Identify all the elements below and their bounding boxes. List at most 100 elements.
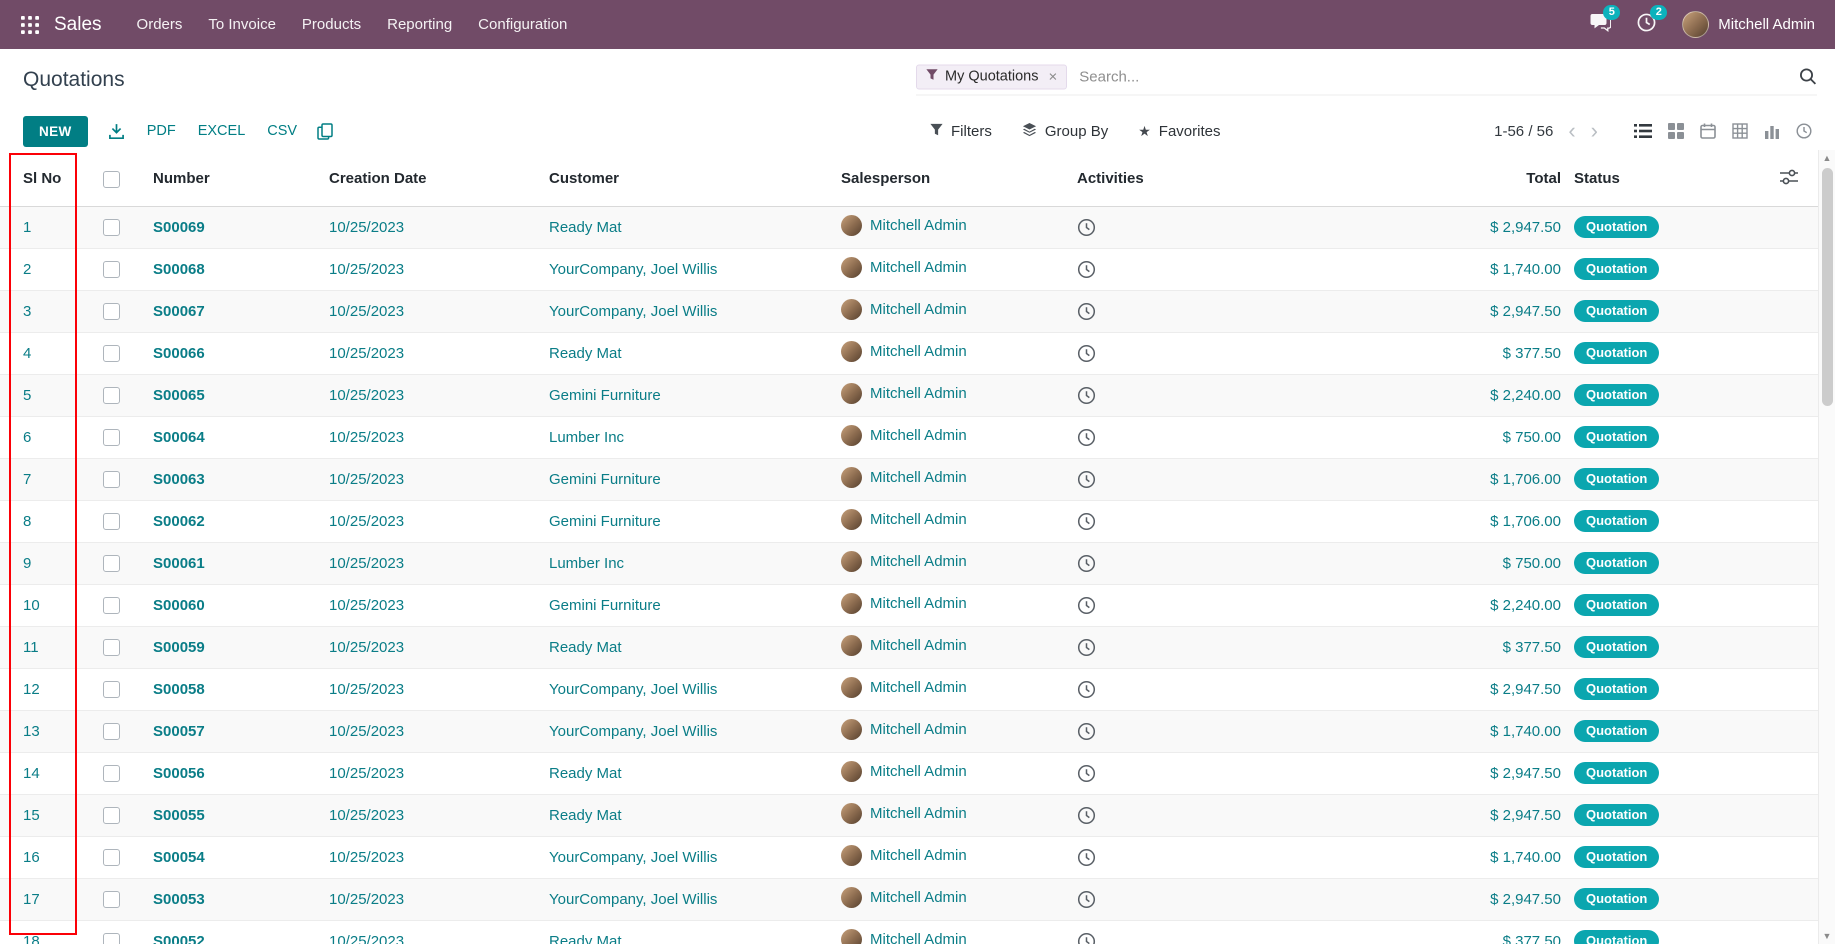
- row-number[interactable]: S00053: [140, 877, 326, 920]
- row-checkbox[interactable]: [103, 302, 120, 320]
- row-creation-date[interactable]: 10/25/2023: [326, 709, 546, 752]
- search-input[interactable]: [1079, 68, 1787, 85]
- table-row[interactable]: 18 S00052 10/25/2023 Ready Mat Mitchell …: [0, 919, 1818, 944]
- filter-chip[interactable]: My Quotations ×: [916, 64, 1068, 89]
- row-checkbox[interactable]: [103, 933, 120, 944]
- activity-clock-icon[interactable]: [1077, 932, 1187, 944]
- salesperson-name[interactable]: Mitchell Admin: [870, 552, 967, 570]
- row-checkbox[interactable]: [103, 470, 120, 488]
- activity-clock-icon[interactable]: [1077, 596, 1187, 615]
- row-creation-date[interactable]: 10/25/2023: [326, 541, 546, 584]
- table-row[interactable]: 10 S00060 10/25/2023 Gemini Furniture Mi…: [0, 583, 1818, 626]
- activity-clock-icon[interactable]: [1077, 848, 1187, 867]
- row-customer[interactable]: Gemini Furniture: [546, 373, 838, 416]
- header-number[interactable]: Number: [140, 152, 326, 207]
- apps-grid-icon[interactable]: [14, 9, 46, 41]
- row-checkbox[interactable]: [103, 344, 120, 362]
- table-row[interactable]: 11 S00059 10/25/2023 Ready Mat Mitchell …: [0, 625, 1818, 668]
- new-button[interactable]: NEW: [23, 115, 88, 147]
- scroll-down-arrow-icon[interactable]: ▼: [1822, 931, 1832, 941]
- salesperson-name[interactable]: Mitchell Admin: [870, 384, 967, 402]
- row-number[interactable]: S00055: [140, 793, 326, 836]
- activity-clock-icon[interactable]: [1077, 806, 1187, 825]
- row-creation-date[interactable]: 10/25/2023: [326, 751, 546, 794]
- salesperson-name[interactable]: Mitchell Admin: [870, 300, 967, 318]
- row-checkbox[interactable]: [103, 680, 120, 698]
- row-creation-date[interactable]: 10/25/2023: [326, 373, 546, 416]
- view-list-button[interactable]: [1634, 123, 1652, 139]
- select-all-checkbox[interactable]: [103, 170, 120, 188]
- scroll-up-arrow-icon[interactable]: ▲: [1822, 153, 1832, 163]
- row-number[interactable]: S00060: [140, 583, 326, 626]
- row-checkbox[interactable]: [103, 386, 120, 404]
- row-creation-date[interactable]: 10/25/2023: [326, 331, 546, 374]
- table-row[interactable]: 5 S00065 10/25/2023 Gemini Furniture Mit…: [0, 373, 1818, 416]
- table-row[interactable]: 1 S00069 10/25/2023 Ready Mat Mitchell A…: [0, 205, 1818, 248]
- row-customer[interactable]: Ready Mat: [546, 751, 838, 794]
- activity-clock-icon[interactable]: [1077, 554, 1187, 573]
- header-activities[interactable]: Activities: [1063, 152, 1190, 207]
- row-creation-date[interactable]: 10/25/2023: [326, 205, 546, 248]
- row-customer[interactable]: Gemini Furniture: [546, 457, 838, 500]
- activity-clock-icon[interactable]: [1077, 344, 1187, 363]
- activity-clock-icon[interactable]: [1077, 260, 1187, 279]
- row-creation-date[interactable]: 10/25/2023: [326, 667, 546, 710]
- download-icon[interactable]: [108, 123, 125, 140]
- row-creation-date[interactable]: 10/25/2023: [326, 499, 546, 542]
- salesperson-name[interactable]: Mitchell Admin: [870, 888, 967, 906]
- salesperson-name[interactable]: Mitchell Admin: [870, 720, 967, 738]
- nav-item-products[interactable]: Products: [301, 16, 362, 33]
- vertical-scrollbar[interactable]: ▲ ▼: [1818, 150, 1835, 944]
- header-total[interactable]: Total: [1190, 152, 1569, 207]
- view-kanban-button[interactable]: [1668, 123, 1684, 139]
- row-checkbox[interactable]: [103, 596, 120, 614]
- salesperson-name[interactable]: Mitchell Admin: [870, 636, 967, 654]
- row-creation-date[interactable]: 10/25/2023: [326, 247, 546, 290]
- table-row[interactable]: 12 S00058 10/25/2023 YourCompany, Joel W…: [0, 667, 1818, 710]
- row-number[interactable]: S00056: [140, 751, 326, 794]
- activity-clock-icon[interactable]: [1077, 470, 1187, 489]
- group-by-button[interactable]: Group By: [1022, 122, 1108, 141]
- table-row[interactable]: 15 S00055 10/25/2023 Ready Mat Mitchell …: [0, 793, 1818, 836]
- row-creation-date[interactable]: 10/25/2023: [326, 583, 546, 626]
- row-checkbox[interactable]: [103, 554, 120, 572]
- activity-clock-icon[interactable]: [1077, 512, 1187, 531]
- search-bar[interactable]: My Quotations ×: [916, 64, 1817, 95]
- activity-clock-icon[interactable]: [1077, 764, 1187, 783]
- row-creation-date[interactable]: 10/25/2023: [326, 289, 546, 332]
- view-graph-button[interactable]: [1764, 123, 1780, 139]
- activity-clock-icon[interactable]: [1077, 386, 1187, 405]
- row-number[interactable]: S00065: [140, 373, 326, 416]
- row-creation-date[interactable]: 10/25/2023: [326, 919, 546, 944]
- row-creation-date[interactable]: 10/25/2023: [326, 793, 546, 836]
- salesperson-name[interactable]: Mitchell Admin: [870, 258, 967, 276]
- nav-item-orders[interactable]: Orders: [136, 16, 183, 33]
- nav-item-reporting[interactable]: Reporting: [387, 16, 453, 33]
- table-row[interactable]: 8 S00062 10/25/2023 Gemini Furniture Mit…: [0, 499, 1818, 542]
- row-number[interactable]: S00069: [140, 205, 326, 248]
- row-checkbox[interactable]: [103, 764, 120, 782]
- filters-button[interactable]: Filters: [930, 123, 992, 140]
- header-salesperson[interactable]: Salesperson: [838, 152, 1063, 207]
- optional-columns-button[interactable]: [1760, 152, 1818, 207]
- pager-next-button[interactable]: ›: [1590, 118, 1598, 143]
- row-number[interactable]: S00054: [140, 835, 326, 878]
- row-customer[interactable]: Ready Mat: [546, 205, 838, 248]
- activity-clock-icon[interactable]: [1077, 218, 1187, 237]
- activities-button[interactable]: 2: [1637, 4, 1668, 37]
- row-number[interactable]: S00066: [140, 331, 326, 374]
- table-row[interactable]: 2 S00068 10/25/2023 YourCompany, Joel Wi…: [0, 247, 1818, 290]
- activity-clock-icon[interactable]: [1077, 638, 1187, 657]
- table-row[interactable]: 3 S00067 10/25/2023 YourCompany, Joel Wi…: [0, 289, 1818, 332]
- salesperson-name[interactable]: Mitchell Admin: [870, 510, 967, 528]
- favorites-button[interactable]: ★ Favorites: [1138, 123, 1220, 140]
- row-customer[interactable]: Ready Mat: [546, 625, 838, 668]
- row-checkbox[interactable]: [103, 806, 120, 824]
- pager-prev-button[interactable]: ‹: [1568, 118, 1576, 143]
- row-customer[interactable]: Ready Mat: [546, 919, 838, 944]
- row-checkbox[interactable]: [103, 512, 120, 530]
- row-creation-date[interactable]: 10/25/2023: [326, 625, 546, 668]
- copy-icon[interactable]: [317, 122, 333, 140]
- salesperson-name[interactable]: Mitchell Admin: [870, 846, 967, 864]
- row-creation-date[interactable]: 10/25/2023: [326, 877, 546, 920]
